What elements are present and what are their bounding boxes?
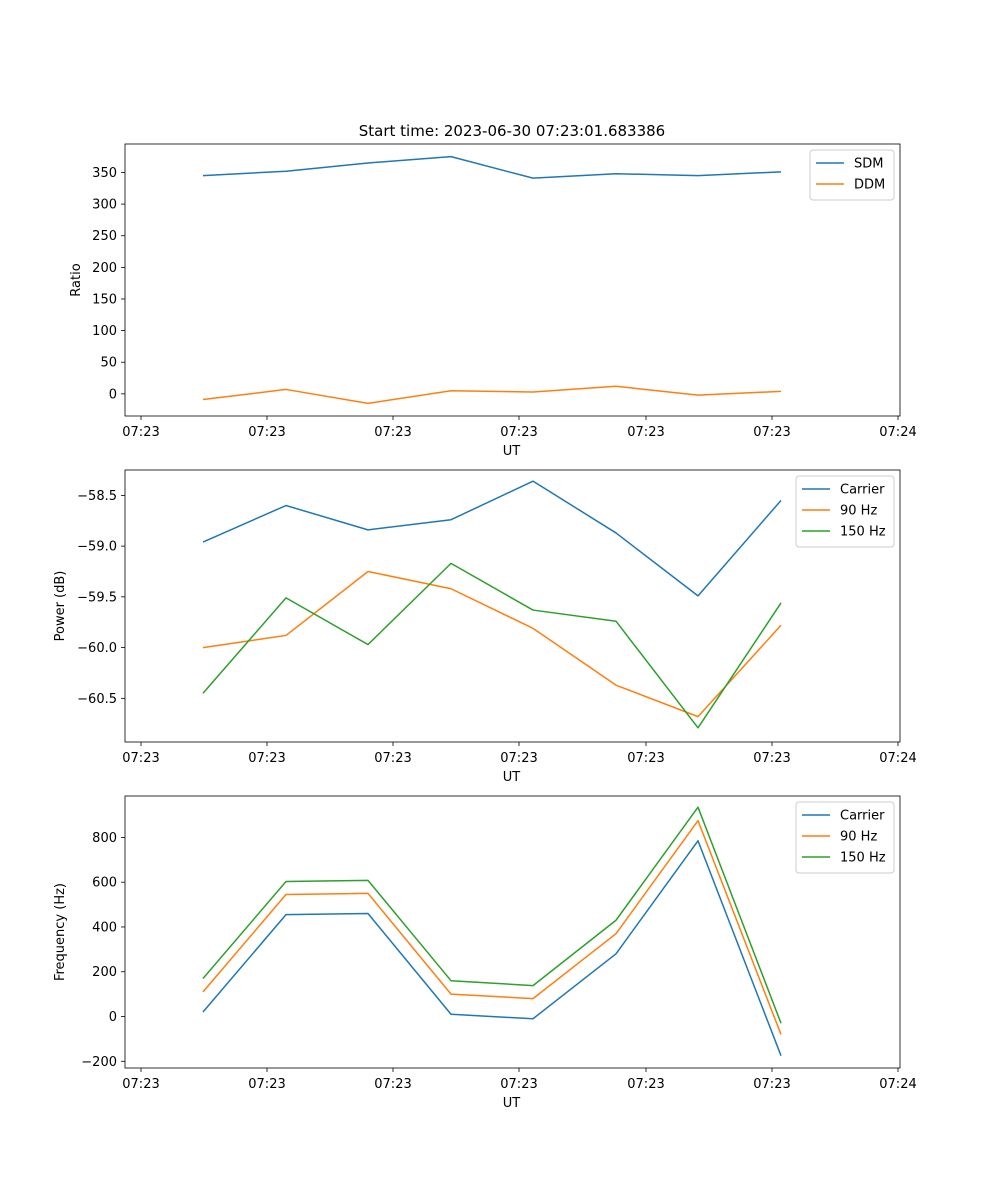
x-tick-label: 07:23 xyxy=(248,425,285,440)
y-tick-label: 350 xyxy=(92,166,117,181)
axes-frame xyxy=(124,143,901,417)
x-tick-label: 07:23 xyxy=(500,425,537,440)
x-tick-label: 07:23 xyxy=(500,751,537,766)
y-axis-label: Power (dB) xyxy=(53,571,68,642)
x-tick-label: 07:23 xyxy=(248,1077,285,1092)
y-axis-label: Frequency (Hz) xyxy=(53,883,68,981)
x-tick-label: 07:23 xyxy=(122,425,159,440)
y-tick-label: −59.5 xyxy=(77,590,117,605)
y-tick-label: 0 xyxy=(109,1010,117,1025)
y-axis-label: Ratio xyxy=(69,263,84,296)
series-line-150-hz xyxy=(202,562,782,729)
legend-label: 90 Hz xyxy=(840,830,877,845)
y-tick-label: 200 xyxy=(92,261,117,276)
y-tick-label: −59.0 xyxy=(77,540,117,555)
y-tick-label: 250 xyxy=(92,229,117,244)
x-axis-label: UT xyxy=(503,770,521,785)
legend-label: Carrier xyxy=(840,809,885,824)
legend-label: Carrier xyxy=(840,483,885,498)
x-tick-label: 07:23 xyxy=(627,425,664,440)
x-axis-label: UT xyxy=(503,444,521,459)
x-tick-label: 07:23 xyxy=(627,1077,664,1092)
y-tick-label: −58.5 xyxy=(77,489,117,504)
legend-box xyxy=(795,801,895,874)
x-tick-label: 07:23 xyxy=(753,425,790,440)
x-tick-label: 07:23 xyxy=(753,751,790,766)
x-tick-label: 07:23 xyxy=(753,1077,790,1092)
y-tick-label: 0 xyxy=(109,387,117,402)
y-tick-label: 150 xyxy=(92,292,117,307)
legend: SDM DDM xyxy=(809,149,895,201)
x-tick-label: 07:24 xyxy=(879,1077,916,1092)
legend: Carrier 90 Hz 150 Hz xyxy=(795,801,895,874)
x-tick-label: 07:23 xyxy=(500,1077,537,1092)
legend-label: 150 Hz xyxy=(840,851,886,866)
series-line-sdm xyxy=(202,155,782,179)
x-tick-label: 07:23 xyxy=(627,751,664,766)
figure-title: Start time: 2023-06-30 07:23:01.683386 xyxy=(359,122,665,140)
legend-label: SDM xyxy=(854,157,883,172)
y-tick-label: 50 xyxy=(100,356,117,371)
legend-label: 90 Hz xyxy=(840,504,877,519)
x-tick-label: 07:24 xyxy=(879,425,916,440)
y-tick-label: 600 xyxy=(92,876,117,891)
series-line-carrier xyxy=(202,480,782,597)
y-tick-label: 400 xyxy=(92,920,117,935)
y-tick-label: 800 xyxy=(92,831,117,846)
subplots: 07:23 07:23 07:23 07:23 07:23 07:23 07:24 0 50 10… xyxy=(53,143,917,1111)
subplot-1: 07:23 07:23 07:23 07:23 07:23 07:23 07:24 0 50 10… xyxy=(69,143,917,459)
axes-frame xyxy=(124,795,901,1069)
x-tick-label: 07:23 xyxy=(248,751,285,766)
y-tick-label: 200 xyxy=(92,965,117,980)
legend-label: 150 Hz xyxy=(840,525,886,540)
series-line-150-hz xyxy=(202,806,782,1024)
x-tick-label: 07:23 xyxy=(122,751,159,766)
legend-box xyxy=(795,475,895,548)
x-axis-label: UT xyxy=(503,1096,521,1111)
legend: Carrier 90 Hz 150 Hz xyxy=(795,475,895,548)
subplot-3: 07:23 07:23 07:23 07:23 07:23 07:23 07:24 −200 0… xyxy=(53,795,917,1111)
series-line-carrier xyxy=(202,840,782,1056)
series-line-ddm xyxy=(202,385,782,405)
axes-frame xyxy=(124,469,901,743)
x-tick-label: 07:23 xyxy=(374,751,411,766)
series-line-90-hz xyxy=(202,570,782,718)
y-tick-label: 100 xyxy=(92,324,117,339)
legend-label: DDM xyxy=(854,178,885,193)
series-line-90-hz xyxy=(202,819,782,1035)
y-tick-label: −200 xyxy=(81,1055,117,1070)
x-tick-label: 07:23 xyxy=(122,1077,159,1092)
x-tick-label: 07:23 xyxy=(374,1077,411,1092)
y-tick-label: 300 xyxy=(92,198,117,213)
subplot-2: 07:23 07:23 07:23 07:23 07:23 07:23 07:24 −60.5… xyxy=(53,469,917,785)
x-tick-label: 07:24 xyxy=(879,751,916,766)
y-tick-label: −60.0 xyxy=(77,641,117,656)
x-tick-label: 07:23 xyxy=(374,425,411,440)
y-tick-label: −60.5 xyxy=(77,692,117,707)
